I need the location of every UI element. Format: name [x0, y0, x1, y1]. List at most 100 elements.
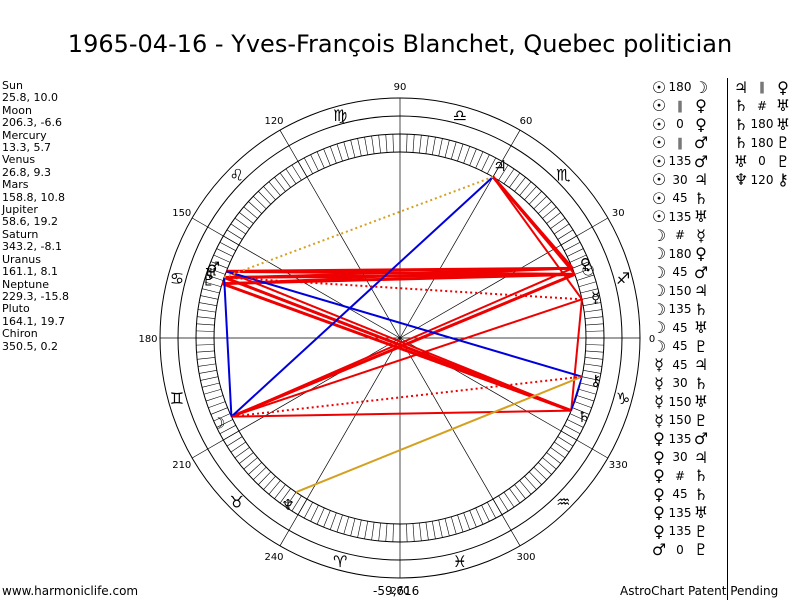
aspect-planet-glyph: ♅: [775, 114, 791, 134]
sector-divider: [279, 530, 290, 547]
degree-tick: [533, 196, 547, 210]
aspect-planet-glyph: ♅: [693, 318, 709, 338]
degree-tick: [316, 151, 325, 169]
aspect-planet-glyph: ♃: [733, 77, 749, 97]
aspect-row: ♃ ∥ ♀: [732, 78, 800, 97]
aspect-planet-glyph: ♀: [653, 484, 665, 504]
planet-glyph-nep: ♆: [281, 496, 294, 514]
degree-tick: [213, 254, 231, 263]
degree-tick: [567, 419, 584, 428]
credit-text: AstroChart Patent Pending: [620, 584, 779, 598]
zodiac-sign-glyph: ♑: [616, 389, 630, 408]
planet-name-uranus: Uranus: [2, 252, 41, 266]
degree-tick: [378, 135, 381, 154]
degree-tick: [585, 330, 604, 332]
degree-tick: [243, 457, 258, 470]
degree-tick: [538, 462, 552, 475]
planet-name-moon: Moon: [2, 103, 32, 117]
aspect-type: 135: [668, 302, 692, 317]
sector-divider: [592, 448, 609, 459]
planet-name-sun: Sun: [2, 79, 23, 92]
degree-tick: [392, 134, 394, 153]
aspect-planet-glyph: ♇: [693, 540, 709, 560]
degree-tick: [234, 447, 250, 459]
aspect-row: ☉ 135 ♂: [650, 152, 730, 171]
degree-tick: [385, 134, 388, 153]
sector-line: [399, 337, 512, 531]
degree-tick: [406, 134, 408, 153]
planet-coords-mars: 158.8, 10.8: [2, 190, 65, 204]
degree-tick: [584, 316, 603, 319]
aspect-planet-glyph: ♇: [693, 410, 709, 430]
degree-tick: [310, 505, 319, 522]
aspect-row: ☉ 45 ♄: [650, 189, 730, 208]
degree-label: 0: [649, 334, 655, 345]
aspect-planet-glyph: ☿: [654, 355, 664, 375]
degree-tick: [450, 516, 457, 535]
degree-tick: [279, 488, 291, 504]
degree-tick: [268, 480, 281, 495]
aspect-row: ☉ 180 ☽: [650, 78, 730, 97]
degree-tick: [197, 363, 216, 367]
degree-tick: [336, 143, 343, 162]
degree-tick: [219, 425, 236, 435]
degree-label: 240: [264, 552, 283, 563]
degree-tick: [514, 484, 526, 499]
degree-tick: [581, 376, 600, 381]
degree-tick: [432, 521, 436, 539]
planet-glyph-sun: ☉: [581, 262, 594, 280]
aspect-planet-glyph: ♇: [693, 336, 709, 356]
aspect-planet-glyph: ♃: [693, 447, 709, 467]
aspect-planet-glyph: ♀: [695, 244, 707, 264]
degree-label: 210: [172, 460, 191, 471]
aspect-planet-glyph: ♂: [693, 262, 709, 282]
degree-label: 300: [516, 552, 535, 563]
degree-tick: [457, 514, 464, 533]
degree-tick: [572, 407, 590, 415]
degree-tick: [210, 261, 228, 269]
aspect-planet-glyph: ♄: [693, 466, 709, 486]
degree-tick: [463, 512, 471, 530]
degree-label: 120: [264, 116, 283, 127]
degree-tick: [285, 492, 297, 508]
aspect-type: 45: [672, 265, 688, 280]
degree-tick: [323, 510, 331, 528]
zodiac-sign-glyph: ♓: [453, 552, 467, 571]
degree-tick: [444, 139, 450, 158]
degree-tick: [509, 488, 521, 504]
degree-tick: [519, 181, 532, 196]
aspect-planet-glyph: ☽: [651, 336, 667, 356]
degree-tick: [248, 201, 262, 214]
sector-line: [288, 337, 401, 531]
degree-tick: [564, 241, 581, 251]
aspect-type: 135: [668, 154, 692, 169]
degree-tick: [336, 514, 343, 533]
aspect-row: ☉ ∥ ♂: [650, 133, 730, 152]
degree-tick: [585, 350, 604, 353]
degree-tick: [203, 281, 222, 288]
zodiac-sign-glyph: ♋: [170, 269, 184, 288]
aspect-planet-glyph: ♂: [693, 429, 709, 449]
planet-name-chiron: Chiron: [2, 327, 38, 341]
degree-tick: [578, 281, 597, 288]
sector-line: [399, 226, 593, 339]
degree-tick: [329, 512, 337, 530]
degree-tick: [350, 518, 356, 537]
aspect-type: 135: [668, 209, 692, 224]
aspect-row: ☿ 45 ♃: [650, 355, 730, 375]
degree-tick: [378, 522, 381, 541]
sector-divider: [279, 129, 290, 146]
aspect-planet-glyph: ♀: [653, 503, 665, 523]
aspect-row: ♄ 180 ♅: [732, 115, 800, 134]
degree-tick: [239, 212, 254, 224]
planet-coords-uranus: 161.1, 8.1: [2, 265, 58, 279]
degree-tick: [509, 172, 521, 188]
degree-tick: [542, 206, 557, 219]
aspect-type: 0: [758, 154, 766, 169]
aspect-planet-glyph: ☽: [693, 77, 709, 97]
website-link[interactable]: www.harmoniclife.com: [2, 584, 139, 598]
aspect-planet-glyph: ♅: [775, 96, 791, 116]
aspect-planet-glyph: ☽: [651, 225, 667, 245]
degree-label: 270: [390, 586, 409, 597]
degree-tick: [528, 471, 542, 485]
